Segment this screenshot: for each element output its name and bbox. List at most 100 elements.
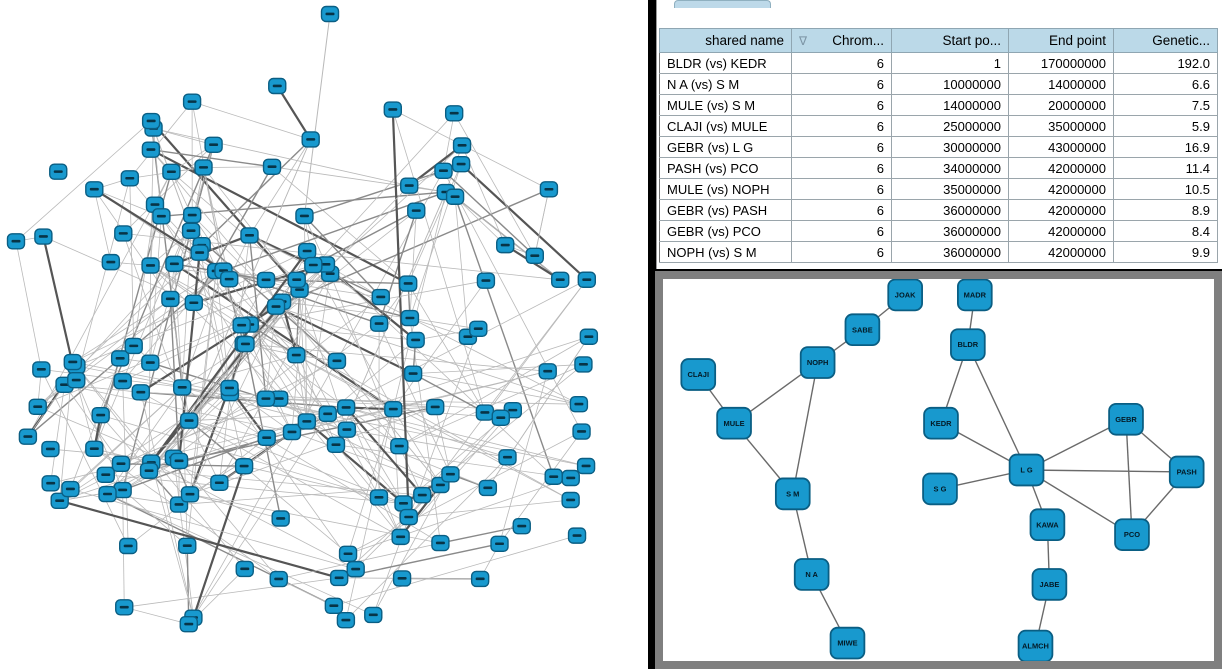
network-node[interactable] (271, 510, 290, 527)
network-node-JOAK[interactable]: JOAK (887, 279, 923, 312)
network-node[interactable] (115, 599, 134, 616)
network-node[interactable] (369, 489, 389, 506)
network-node[interactable] (551, 271, 570, 289)
table-cell[interactable]: PASH (vs) PCO (659, 157, 792, 179)
network-node[interactable] (426, 398, 445, 416)
network-node-PCO[interactable]: PCO (1114, 518, 1150, 551)
network-node[interactable] (210, 474, 229, 492)
network-node[interactable] (407, 202, 426, 219)
table-cell[interactable]: 6 (791, 199, 892, 221)
table-cell[interactable]: 6 (791, 52, 892, 74)
network-node[interactable] (576, 457, 596, 475)
network-node[interactable] (364, 606, 383, 624)
network-node[interactable] (180, 486, 200, 503)
network-node[interactable] (110, 350, 130, 367)
network-node-KEDR[interactable]: KEDR (923, 406, 959, 440)
table-row[interactable]: GEBR (vs) PCO 6 36000000 42000000 8.4 (659, 220, 1218, 242)
network-node[interactable] (324, 597, 344, 614)
table-cell[interactable]: 6 (791, 178, 892, 200)
network-node[interactable] (441, 466, 460, 483)
network-node-ALMCH[interactable]: ALMCH (1017, 629, 1054, 661)
network-node-SM[interactable]: S M (774, 477, 811, 511)
network-node[interactable] (141, 141, 161, 158)
network-node[interactable] (162, 163, 181, 181)
network-node[interactable] (445, 188, 465, 205)
network-node[interactable] (141, 354, 160, 371)
column-header-0[interactable]: shared name (659, 28, 792, 53)
network-node[interactable] (67, 371, 86, 389)
network-node[interactable] (184, 294, 204, 312)
network-node[interactable] (34, 228, 53, 245)
network-node-NA[interactable]: N A (793, 558, 830, 591)
table-cell[interactable]: 6 (791, 73, 892, 95)
table-cell[interactable]: 6 (791, 157, 892, 179)
table-row[interactable]: NOPH (vs) S M 6 36000000 42000000 9.9 (659, 241, 1218, 263)
network-node[interactable] (478, 479, 498, 497)
network-node[interactable] (131, 384, 151, 401)
table-cell[interactable]: 9.9 (1113, 241, 1218, 263)
network-node[interactable] (268, 77, 287, 95)
network-node-PASH[interactable]: PASH (1168, 455, 1205, 489)
network-node[interactable] (6, 233, 26, 250)
table-cell[interactable]: MULE (vs) NOPH (659, 178, 792, 200)
network-node[interactable] (451, 155, 471, 173)
table-row[interactable]: CLAJI (vs) MULE 6 25000000 35000000 5.9 (659, 115, 1218, 137)
network-node[interactable] (301, 131, 320, 148)
network-node[interactable] (18, 428, 38, 445)
network-node[interactable] (304, 256, 323, 274)
network-node[interactable] (391, 528, 410, 546)
network-node-GEBR[interactable]: GEBR (1108, 402, 1144, 436)
table-cell[interactable]: 6 (791, 94, 892, 116)
table-cell[interactable]: 42000000 (1008, 178, 1114, 200)
table-cell[interactable]: NOPH (vs) S M (659, 241, 792, 263)
table-cell[interactable]: 16.9 (1113, 136, 1218, 158)
table-row[interactable]: MULE (vs) S M 6 14000000 20000000 7.5 (659, 94, 1218, 116)
network-node[interactable] (569, 395, 589, 413)
network-node[interactable] (220, 379, 239, 397)
network-node[interactable] (194, 159, 213, 176)
column-header-1[interactable]: ∇ Chrom... (791, 28, 892, 53)
network-node[interactable] (50, 492, 69, 510)
network-edge-LG-PASH[interactable] (1026, 469, 1187, 473)
network-node[interactable] (567, 527, 587, 544)
network-node[interactable] (85, 440, 104, 458)
network-node[interactable] (169, 452, 189, 470)
network-node[interactable] (469, 320, 488, 338)
network-node[interactable] (337, 421, 357, 438)
table-cell[interactable]: MULE (vs) S M (659, 94, 792, 116)
network-node[interactable] (41, 440, 60, 458)
table-cell[interactable]: 5.9 (1113, 115, 1218, 137)
table-cell[interactable]: 192.0 (1113, 52, 1218, 74)
network-node[interactable] (141, 257, 160, 274)
network-node[interactable] (287, 271, 306, 288)
network-node[interactable] (178, 537, 197, 555)
network-node[interactable] (219, 271, 239, 288)
table-cell[interactable]: 6 (791, 136, 892, 158)
table-cell[interactable]: 10000000 (891, 73, 1009, 95)
network-node[interactable] (326, 436, 346, 453)
table-cell[interactable]: 35000000 (1008, 115, 1114, 137)
network-node[interactable] (539, 181, 559, 198)
table-cell[interactable]: 6 (791, 241, 892, 263)
network-node[interactable] (182, 93, 202, 110)
table-cell[interactable]: GEBR (vs) PASH (659, 199, 792, 221)
table-cell[interactable]: 170000000 (1008, 52, 1114, 74)
network-node[interactable] (561, 491, 580, 509)
network-node[interactable] (475, 404, 495, 421)
network-node[interactable] (297, 242, 317, 260)
table-cell[interactable]: 43000000 (1008, 136, 1114, 158)
table-cell[interactable]: 6 (791, 220, 892, 242)
network-node[interactable] (400, 309, 420, 327)
network-node[interactable] (369, 315, 389, 332)
network-node[interactable] (572, 423, 591, 440)
table-cell[interactable]: 36000000 (891, 199, 1009, 221)
network-node[interactable] (399, 508, 418, 526)
table-cell[interactable]: 1 (891, 52, 1009, 74)
table-row[interactable]: MULE (vs) NOPH 6 35000000 42000000 10.5 (659, 178, 1218, 200)
table-cell[interactable]: 8.9 (1113, 199, 1218, 221)
table-cell[interactable]: BLDR (vs) KEDR (659, 52, 792, 74)
network-edge-GEBR-PCO[interactable] (1125, 419, 1133, 535)
table-row[interactable]: PASH (vs) PCO 6 34000000 42000000 11.4 (659, 157, 1218, 179)
network-node[interactable] (181, 222, 201, 240)
network-node[interactable] (113, 372, 132, 390)
